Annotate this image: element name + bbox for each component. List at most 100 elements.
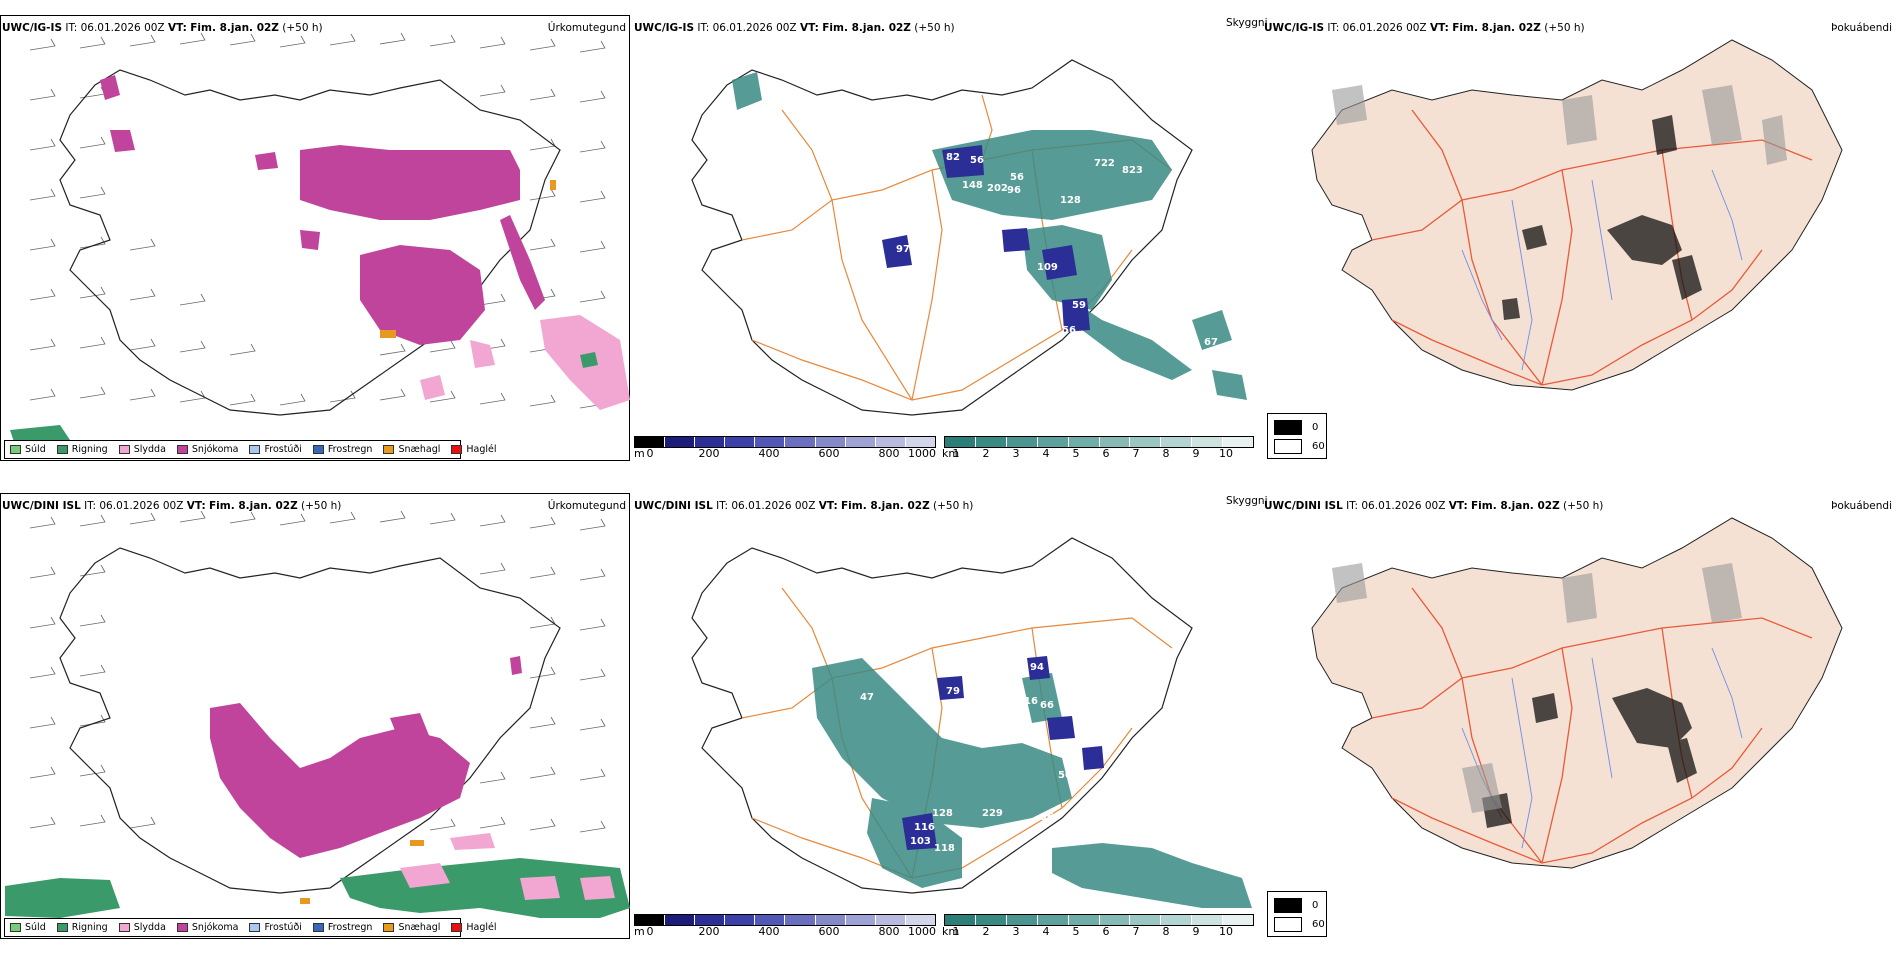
cloud-base-label: 59 — [1072, 300, 1086, 311]
low-visibility-areas — [732, 72, 1247, 400]
panel-frame — [0, 493, 630, 939]
colorbar-cell — [695, 437, 726, 447]
colorbar-cell — [945, 437, 976, 447]
colorbar-cell — [945, 915, 976, 925]
model-name: UWC/DINI ISL — [1264, 500, 1343, 512]
visibility-unit: km — [942, 925, 960, 938]
cloud-base-label: 96 — [1007, 185, 1021, 196]
vt-label: VT: — [167, 22, 187, 34]
precip-type-panel: UWC/DINI ISL IT: 06.01.2026 00Z VT: Fim.… — [0, 478, 632, 948]
tick-label: 3 — [1012, 925, 1020, 938]
model-name: UWC/IG-IS — [2, 22, 63, 34]
colorbar-cell — [725, 437, 756, 447]
cloud-legend-row: 60 — [1274, 917, 1325, 932]
it-label: IT: — [716, 500, 729, 512]
colorbar-cell — [1099, 437, 1131, 447]
tick-label: 6 — [1102, 925, 1110, 938]
legend-swatch — [1274, 898, 1302, 913]
tick-label: 1 — [952, 447, 960, 460]
offset: (+50 h) — [933, 500, 974, 512]
it-label: IT: — [1327, 22, 1340, 34]
precip-type-panel: UWC/IG-IS IT: 06.01.2026 00Z VT: Fim. 8.… — [0, 0, 632, 470]
tick-label: 8 — [1162, 925, 1170, 938]
colorbar-cell — [635, 915, 666, 925]
colorbar-cell — [1161, 437, 1193, 447]
panel-name: Þokuábendi — [1831, 22, 1892, 34]
tick-label: 1 — [952, 925, 960, 938]
cloud-base-label: 85 — [970, 240, 984, 251]
legend-item-snjokoma: Snjókoma — [176, 922, 238, 933]
fog-light-areas — [1332, 563, 1742, 813]
legend-swatch — [118, 923, 130, 932]
legend-label: 60 — [1312, 919, 1325, 930]
legend-swatch — [249, 445, 261, 454]
cloud-base-label: 94 — [1030, 662, 1044, 673]
legend-swatch — [176, 445, 188, 454]
offset: (+50 h) — [282, 22, 323, 34]
cloud-base-label: 137 — [1064, 698, 1085, 709]
land — [1311, 39, 1843, 391]
panel-title: UWC/IG-IS IT: 06.01.2026 00Z VT: Fim. 8.… — [2, 22, 323, 34]
tick-label: 0 — [646, 447, 654, 460]
panel-frame — [0, 15, 630, 461]
coastline — [59, 547, 561, 894]
legend-label: Frostregn — [327, 922, 373, 933]
colorbar-cell — [725, 915, 756, 925]
colorbar-cell — [1037, 915, 1069, 925]
tick-label: 400 — [758, 447, 780, 460]
tick-label: 3 — [1012, 447, 1020, 460]
vt-value: Fim. 8.jan. 02Z — [1471, 500, 1560, 512]
wind-barbs — [29, 32, 606, 409]
vt-label: VT: — [1448, 500, 1468, 512]
legend-item-snjokoma: Snjókoma — [176, 444, 238, 455]
panel-name: Skyggni — [1226, 17, 1268, 29]
legend-label: Rigning — [71, 922, 108, 933]
legend-swatch — [383, 445, 395, 454]
tick-label: 10 — [1219, 447, 1233, 460]
tick-label: 9 — [1192, 447, 1200, 460]
vt-label: VT: — [799, 22, 819, 34]
legend-item-haglel: Haglél — [451, 444, 497, 455]
cloud-base-label: 109 — [1037, 262, 1058, 273]
tick-label: 800 — [878, 925, 900, 938]
cloud-base-label: 50 — [1058, 770, 1072, 781]
fog-map — [1311, 39, 1843, 391]
vt-value: Fim. 8.jan. 02Z — [209, 500, 298, 512]
cloud-base-label: 79 — [946, 686, 960, 697]
colorbar-cell — [815, 437, 846, 447]
vt-label: VT: — [186, 500, 206, 512]
panel-title: UWC/DINI ISL IT: 06.01.2026 00Z VT: Fim.… — [2, 500, 341, 512]
legend-item-frostudi: Frostúði — [249, 922, 302, 933]
ice-pellets — [300, 840, 424, 904]
legend-label: Slydda — [133, 444, 166, 455]
visibility-unit: km — [942, 447, 960, 460]
row-dini-isl: UWC/DINI ISL IT: 06.01.2026 00Z VT: Fim.… — [0, 478, 1900, 953]
it-label: IT: — [84, 500, 97, 512]
it-value: 06.01.2026 00Z — [1342, 22, 1427, 34]
visibility-label: 110 — [1194, 838, 1215, 849]
tick-label: 1000 — [908, 447, 936, 460]
cloud-base-ticks: 0 200 400 600 800 1000 — [634, 447, 937, 461]
cloud-base-label: 86 — [947, 252, 961, 263]
legend-label: Rigning — [71, 444, 108, 455]
model-name: UWC/IG-IS — [634, 22, 695, 34]
visibility-label: 823 — [1122, 165, 1143, 176]
visibility-map — [691, 59, 1247, 416]
colorbar-cell — [755, 915, 786, 925]
cloud-base-colorbar — [634, 436, 936, 448]
it-label: IT: — [697, 22, 710, 34]
legend-item-slydda: Slydda — [118, 922, 166, 933]
legend-item-rigning: Rigning — [56, 444, 108, 455]
visibility-colorbar — [944, 914, 1254, 926]
cloud-base-label: 82 — [946, 152, 960, 163]
legend-label: Snæhagl — [398, 444, 441, 455]
tick-label: 5 — [1072, 447, 1080, 460]
legend-swatch — [1274, 439, 1302, 454]
visibility-map — [691, 537, 1252, 908]
cloud-base-label: 56 — [970, 155, 984, 166]
cloud-legend-box: 0 60 — [1267, 891, 1327, 937]
tick-label: 5 — [1072, 925, 1080, 938]
tick-label: 400 — [758, 925, 780, 938]
rivers — [1461, 169, 1743, 371]
offset: (+50 h) — [301, 500, 342, 512]
